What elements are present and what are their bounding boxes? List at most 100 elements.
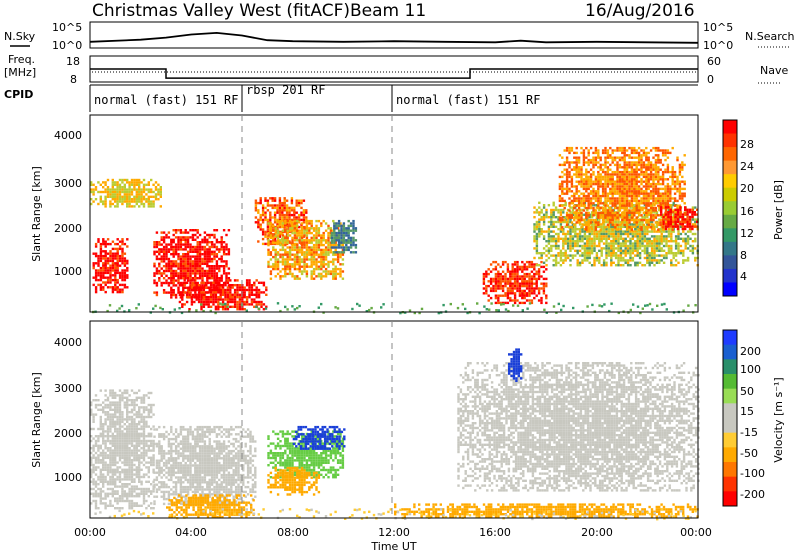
power-cell — [686, 242, 690, 245]
power-cell — [625, 211, 629, 215]
power-cell — [121, 278, 124, 282]
power-cell — [634, 261, 637, 264]
power-cell — [621, 221, 624, 224]
power-cell — [276, 251, 280, 254]
power-cell — [303, 231, 306, 235]
power-cell — [165, 245, 168, 249]
power-cell — [664, 206, 668, 209]
power-cell — [123, 264, 127, 267]
power-cell — [574, 228, 577, 231]
power-cell — [191, 255, 195, 258]
power-cell — [494, 287, 498, 290]
power-cell — [194, 272, 197, 275]
power-cell — [650, 235, 654, 238]
power-cell — [592, 211, 595, 215]
power-cell — [293, 255, 297, 259]
power-cell — [542, 282, 546, 285]
nave-tick-bottom: 0 — [707, 73, 714, 86]
power-cell — [267, 241, 270, 244]
power-cell — [653, 254, 656, 257]
power-cell — [647, 158, 650, 162]
power-cell — [604, 199, 607, 203]
power-cell — [645, 187, 648, 191]
power-cell — [172, 253, 175, 256]
power-cell — [262, 303, 266, 306]
power-cell — [575, 158, 578, 162]
power-cell — [559, 237, 563, 240]
power-cell — [643, 244, 647, 248]
power-cell — [545, 268, 548, 271]
power-cell — [200, 288, 203, 292]
power-cell — [286, 258, 289, 261]
power-cell — [298, 255, 301, 259]
power-cell — [598, 230, 601, 233]
power-cell — [666, 178, 670, 181]
power-cell — [293, 277, 297, 280]
power-cell — [523, 275, 526, 278]
power-cell — [269, 234, 273, 237]
power-cell — [621, 182, 624, 186]
power-cell — [109, 269, 112, 272]
power-cell — [506, 270, 510, 273]
power-cell — [172, 248, 175, 251]
power-cell — [655, 244, 659, 248]
power-cell — [138, 193, 141, 196]
power-cell — [664, 149, 667, 152]
power-cell — [686, 208, 689, 211]
power-cell — [329, 229, 333, 232]
power-cell — [155, 267, 159, 270]
power-cell — [133, 200, 136, 203]
power-cell — [635, 166, 638, 169]
power-cell — [489, 280, 493, 283]
power-cell — [545, 294, 548, 297]
power-cell — [506, 294, 510, 297]
power-cell — [616, 168, 619, 171]
power-cell — [645, 194, 648, 198]
power-cell — [193, 286, 196, 289]
power-cell — [197, 300, 201, 304]
power-cell — [691, 244, 695, 248]
power-cell — [658, 206, 661, 209]
power-cell — [599, 173, 602, 176]
power-cell — [165, 267, 168, 270]
power-cell — [612, 235, 615, 238]
power-cell — [587, 221, 590, 224]
power-cell — [604, 190, 607, 193]
power-cell — [648, 264, 651, 267]
power-cell — [659, 223, 662, 227]
power-cell — [162, 248, 166, 251]
power-cell — [622, 244, 625, 248]
power-cell — [691, 232, 695, 236]
power-cell — [194, 233, 197, 237]
power-cell — [679, 237, 683, 240]
power-cell — [194, 248, 197, 251]
power-cell — [640, 206, 643, 210]
power-cell — [177, 262, 180, 265]
power-cell — [664, 170, 667, 174]
power-cell — [345, 239, 348, 242]
power-cell — [647, 194, 650, 198]
power-cell — [333, 227, 336, 230]
power-cell — [221, 298, 225, 301]
power-cell — [684, 227, 687, 231]
power-cell — [97, 278, 100, 282]
power-cell — [116, 242, 119, 246]
power-cell — [594, 175, 598, 179]
power-cell — [659, 199, 662, 203]
power-cell — [557, 254, 560, 257]
power-cell — [666, 187, 670, 191]
power-cell — [142, 178, 146, 182]
power-cell — [580, 211, 583, 215]
power-cell — [641, 235, 644, 238]
power-cell — [583, 242, 587, 245]
power-cell — [193, 279, 196, 282]
power-cell — [570, 146, 574, 150]
power-cell — [341, 243, 345, 247]
power-cell — [661, 175, 665, 179]
power-cell — [243, 308, 246, 311]
power-cell — [332, 260, 335, 264]
power-cell — [671, 228, 674, 231]
power-cell — [114, 269, 117, 272]
nsky-label: N.Sky — [4, 30, 36, 43]
power-cell — [601, 214, 605, 217]
